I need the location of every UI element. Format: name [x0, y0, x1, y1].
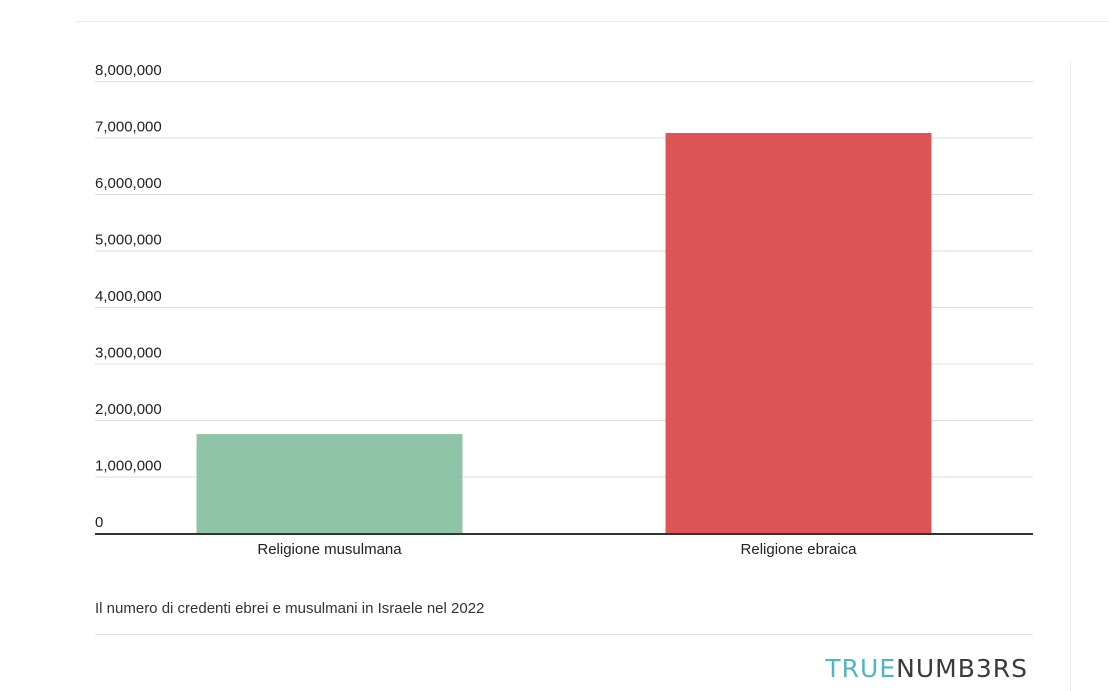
y-tick-label: 3,000,000 — [95, 345, 162, 362]
y-tick-label: 7,000,000 — [95, 119, 162, 136]
y-tick-label: 0 — [95, 514, 103, 531]
bar — [196, 434, 463, 533]
y-tick-label: 2,000,000 — [95, 401, 162, 418]
right-divider — [1070, 60, 1071, 691]
top-divider — [75, 21, 1109, 22]
y-tick-label: 1,000,000 — [95, 458, 162, 475]
x-category-label: Religione ebraica — [741, 541, 858, 558]
y-tick-label: 6,000,000 — [95, 175, 162, 192]
brand-logo-part-numbers: NUMB3RS — [896, 654, 1028, 683]
y-tick-label: 5,000,000 — [95, 232, 162, 249]
chart-caption: Il numero di credenti ebrei e musulmani … — [95, 600, 485, 617]
y-tick-label: 4,000,000 — [95, 288, 162, 305]
bars — [196, 132, 932, 534]
y-axis-tick-labels: 0 1,000,000 2,000,000 3,000,000 4,000,000 5,0… — [95, 62, 162, 531]
bar — [665, 132, 932, 534]
bar-chart: 0 1,000,000 2,000,000 3,000,000 4,000,000 5,0… — [95, 62, 1033, 558]
y-tick-label: 8,000,000 — [95, 62, 162, 79]
x-axis-category-labels: Religione musulmana Religione ebraica — [257, 541, 857, 558]
brand-logo-part-true: TRUE — [825, 654, 897, 683]
brand-logo: TRUENUMB3RS — [825, 654, 1028, 683]
caption-divider — [95, 634, 1033, 635]
x-category-label: Religione musulmana — [257, 541, 402, 558]
